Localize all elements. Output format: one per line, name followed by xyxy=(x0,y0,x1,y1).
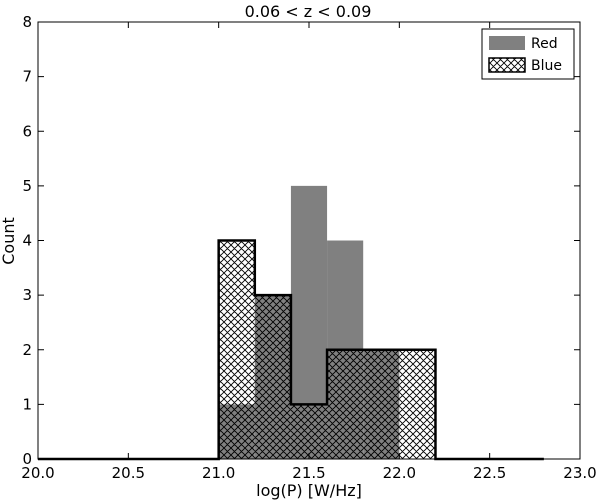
legend-swatch-blue xyxy=(488,57,526,73)
y-tick-label: 5 xyxy=(22,177,32,195)
blue-bar xyxy=(363,349,400,459)
x-tick-label: 23.0 xyxy=(563,464,596,482)
x-axis-title: log(P) [W/Hz] xyxy=(256,481,362,500)
y-tick-label: 3 xyxy=(22,286,32,304)
y-tick-label: 8 xyxy=(22,13,32,31)
legend-label-blue: Blue xyxy=(531,58,562,74)
chart-title: 0.06 < z < 0.09 xyxy=(245,2,372,21)
y-axis: 0 1 2 3 4 5 6 7 8 xyxy=(22,13,580,468)
x-tick-label: 22.5 xyxy=(473,464,506,482)
blue-bar xyxy=(399,349,436,459)
y-tick-label: 4 xyxy=(22,232,32,250)
legend-swatch-red xyxy=(489,36,525,50)
blue-bar xyxy=(327,349,364,459)
x-axis: 20.0 20.5 21.0 21.5 22.0 22.5 23.0 xyxy=(21,22,597,482)
y-tick-label: 1 xyxy=(22,395,32,413)
x-tick-label: 20.0 xyxy=(21,464,54,482)
legend-label-red: Red xyxy=(531,36,558,52)
y-tick-label: 2 xyxy=(22,341,32,359)
x-tick-label: 22.0 xyxy=(383,464,416,482)
y-tick-label: 0 xyxy=(22,450,32,468)
x-tick-label: 21.5 xyxy=(292,464,325,482)
blue-bar xyxy=(290,404,328,459)
x-tick-label: 20.5 xyxy=(112,464,145,482)
x-tick-label: 21.0 xyxy=(202,464,235,482)
blue-series xyxy=(38,239,544,461)
blue-bar xyxy=(218,240,255,459)
blue-bar xyxy=(254,295,291,459)
y-tick-label: 7 xyxy=(22,68,32,86)
y-axis-title: Count xyxy=(0,217,18,265)
legend: Red Blue xyxy=(481,28,575,80)
y-tick-label: 6 xyxy=(22,122,32,140)
